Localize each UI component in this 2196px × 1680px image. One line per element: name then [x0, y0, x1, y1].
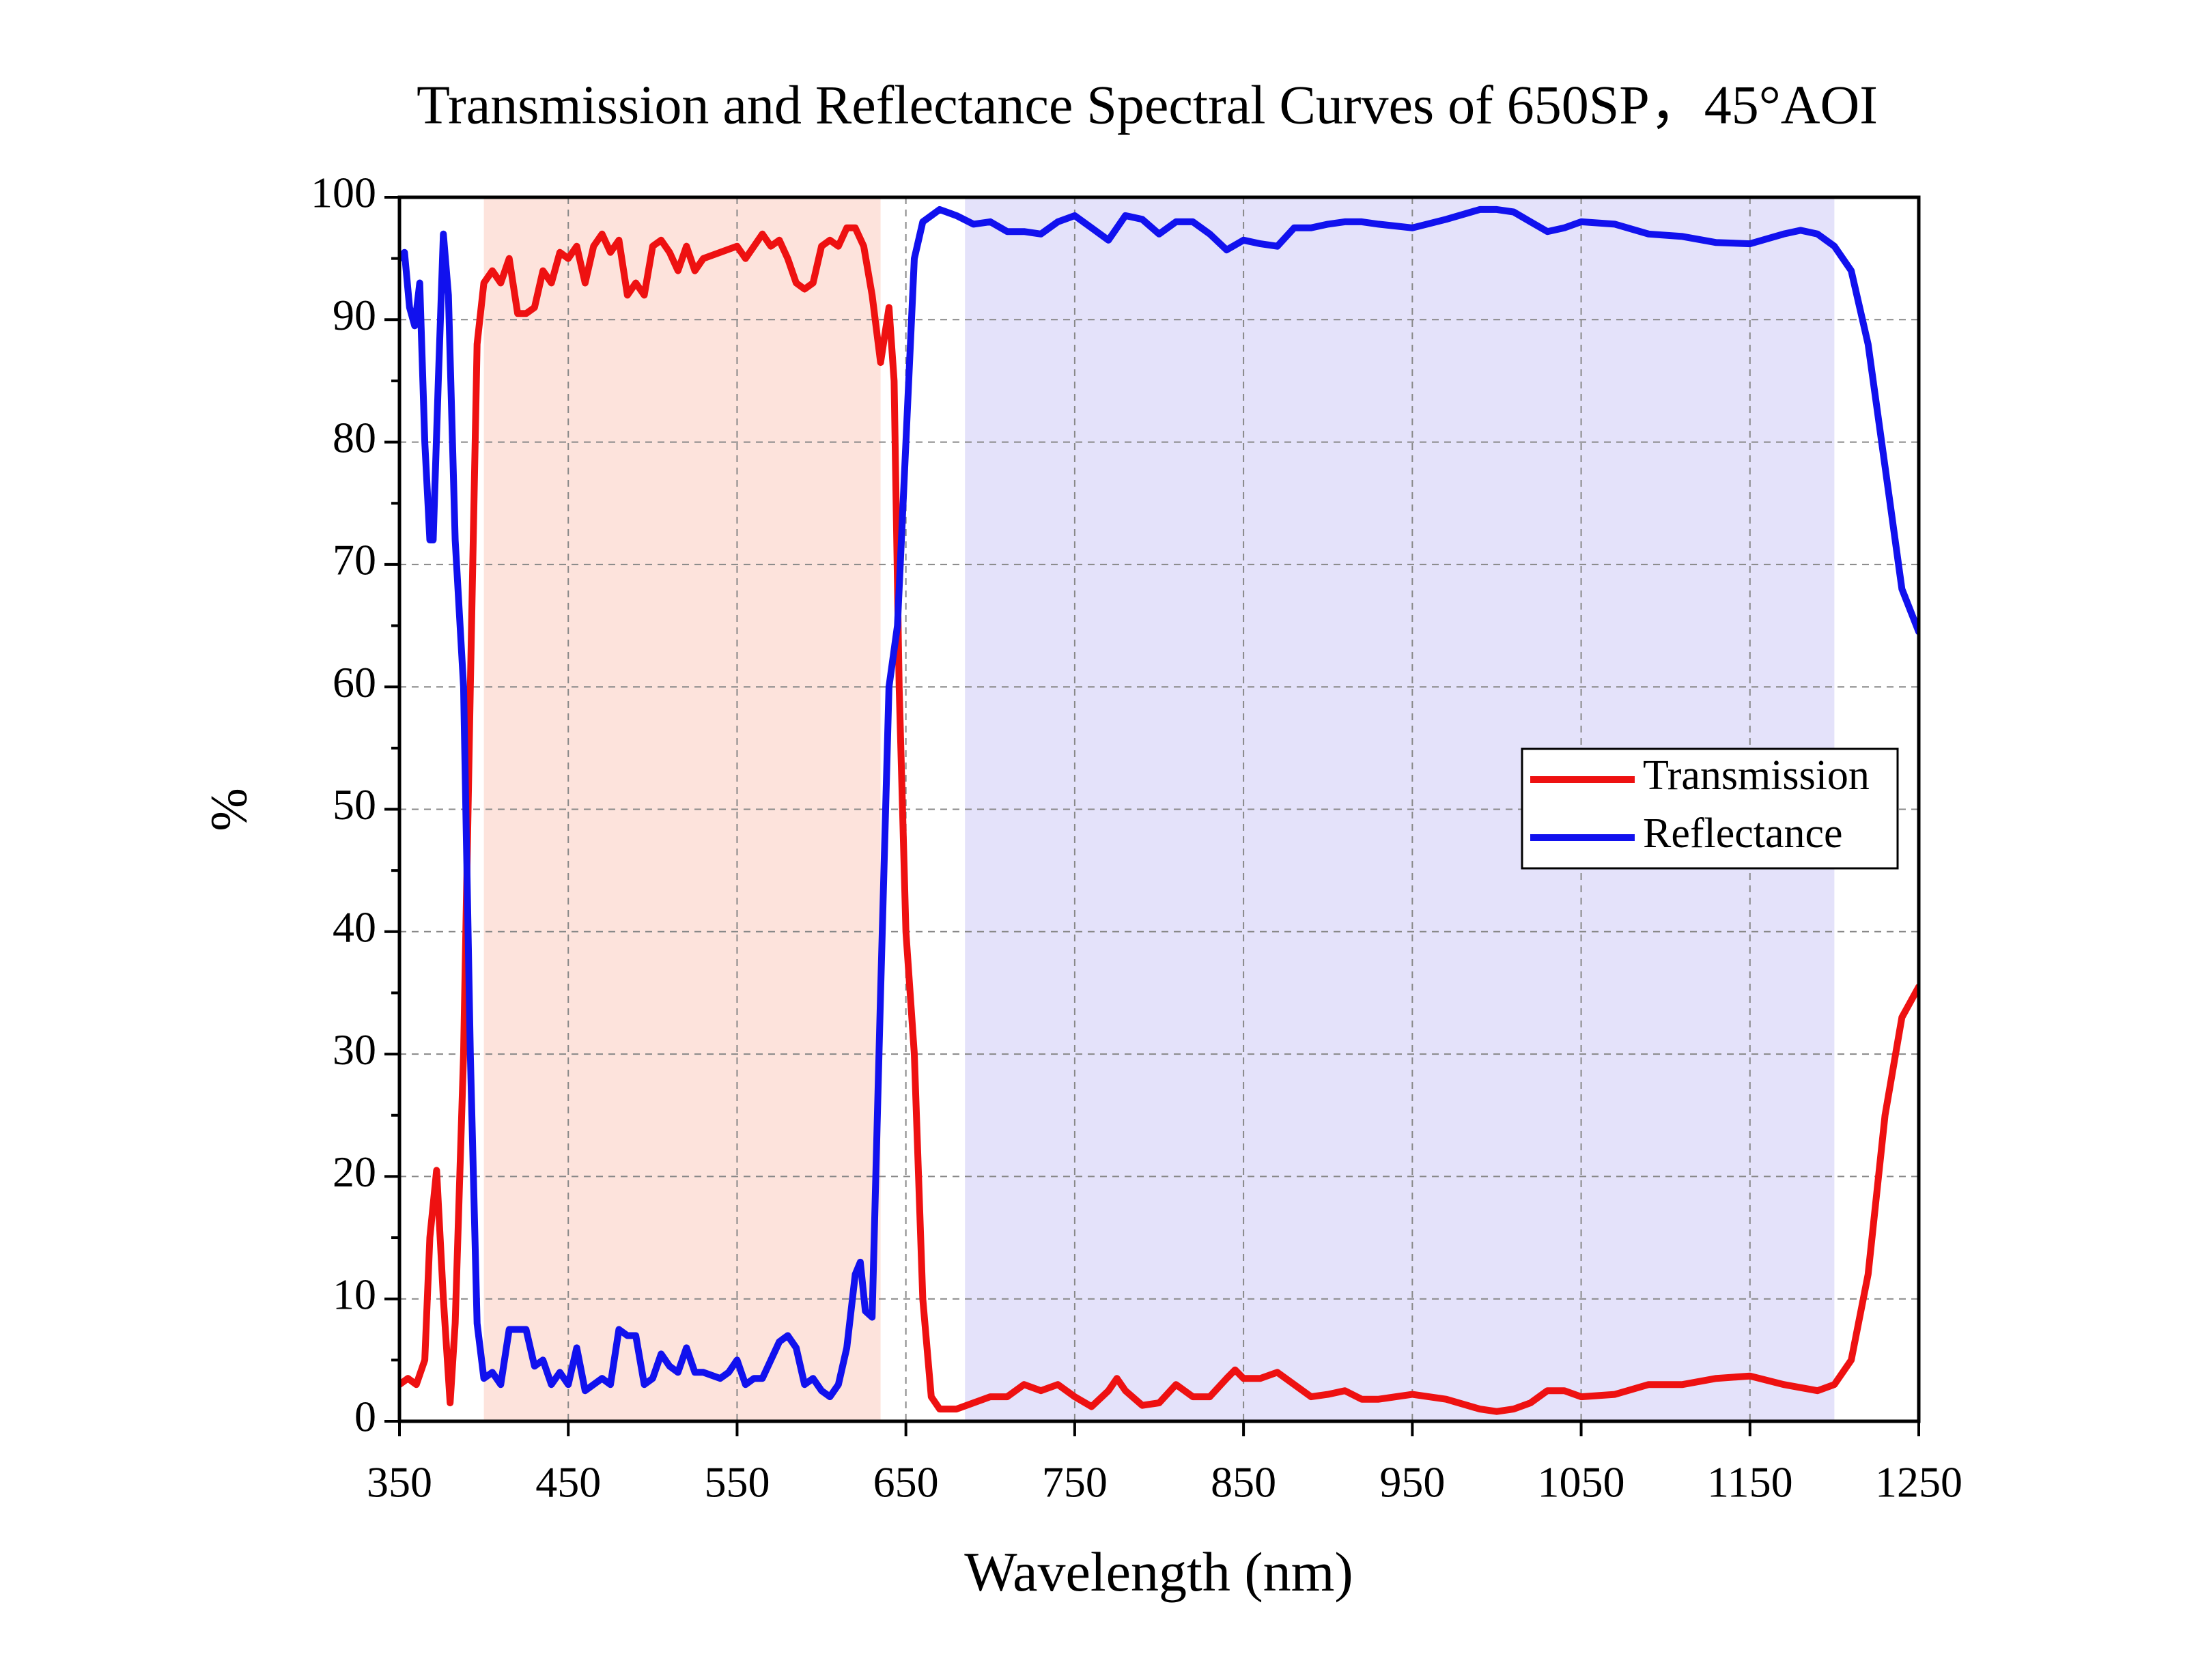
x-tick-label: 750 — [1042, 1458, 1108, 1507]
y-tick-label: 100 — [311, 169, 376, 217]
y-tick-label: 70 — [333, 536, 376, 584]
y-tick-label: 10 — [333, 1270, 376, 1318]
series-line — [399, 205, 1919, 1401]
y-tick-label: 80 — [333, 413, 376, 461]
x-tick-label: 1050 — [1538, 1458, 1625, 1507]
series-line — [399, 224, 1919, 1415]
x-tick-label: 1250 — [1875, 1458, 1962, 1507]
y-tick-label: 0 — [354, 1393, 376, 1441]
legend-box — [1521, 748, 1899, 870]
x-axis-label: Wavelength (nm) — [964, 1541, 1353, 1603]
x-tick-label: 950 — [1379, 1458, 1445, 1507]
chart-title: Transmission and Reflectance Spectral Cu… — [417, 75, 1878, 135]
x-tick-label: 450 — [535, 1458, 601, 1507]
y-tick-label: 30 — [333, 1025, 376, 1074]
x-tick-label: 350 — [367, 1458, 432, 1507]
x-tick-label: 850 — [1211, 1458, 1276, 1507]
y-tick-label: 60 — [333, 658, 376, 707]
y-tick-label: 50 — [333, 780, 376, 829]
legend-label: Reflectance — [1643, 810, 1843, 857]
legend-label: Transmission — [1643, 752, 1870, 799]
y-axis-label: % — [200, 788, 257, 831]
y-tick-label: 20 — [333, 1148, 376, 1196]
x-tick-label: 550 — [704, 1458, 770, 1507]
y-tick-label: 40 — [333, 902, 376, 951]
x-tick-label: 650 — [873, 1458, 939, 1507]
y-tick-label: 90 — [333, 291, 376, 339]
x-tick-label: 1150 — [1707, 1458, 1793, 1507]
plot-frame — [397, 195, 1921, 1423]
